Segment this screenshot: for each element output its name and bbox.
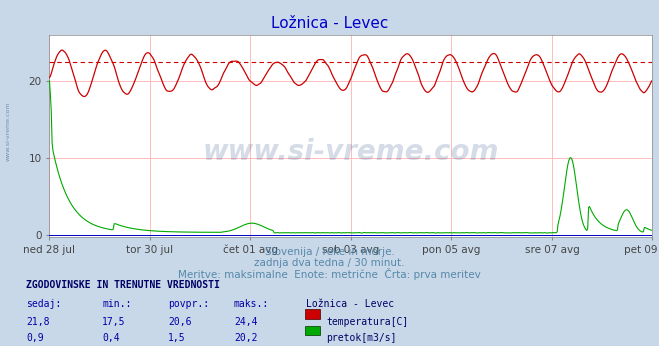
Text: 1,5: 1,5 xyxy=(168,333,186,343)
Text: zadnja dva tedna / 30 minut.: zadnja dva tedna / 30 minut. xyxy=(254,258,405,268)
Text: Ložnica - Levec: Ložnica - Levec xyxy=(306,299,395,309)
Text: www.si-vreme.com: www.si-vreme.com xyxy=(5,102,11,161)
Text: 24,4: 24,4 xyxy=(234,317,258,327)
Text: 20,2: 20,2 xyxy=(234,333,258,343)
Text: 0,9: 0,9 xyxy=(26,333,44,343)
Text: povpr.:: povpr.: xyxy=(168,299,209,309)
Text: ZGODOVINSKE IN TRENUTNE VREDNOSTI: ZGODOVINSKE IN TRENUTNE VREDNOSTI xyxy=(26,280,220,290)
Text: sedaj:: sedaj: xyxy=(26,299,61,309)
Text: min.:: min.: xyxy=(102,299,132,309)
Text: Ložnica - Levec: Ložnica - Levec xyxy=(271,16,388,30)
Text: 21,8: 21,8 xyxy=(26,317,50,327)
Text: 0,4: 0,4 xyxy=(102,333,120,343)
Text: www.si-vreme.com: www.si-vreme.com xyxy=(203,138,499,166)
Text: 20,6: 20,6 xyxy=(168,317,192,327)
Text: Slovenija / reke in morje.: Slovenija / reke in morje. xyxy=(264,247,395,257)
Text: temperatura[C]: temperatura[C] xyxy=(326,317,409,327)
Text: Meritve: maksimalne  Enote: metrične  Črta: prva meritev: Meritve: maksimalne Enote: metrične Črta… xyxy=(178,268,481,280)
Text: maks.:: maks.: xyxy=(234,299,269,309)
Text: pretok[m3/s]: pretok[m3/s] xyxy=(326,333,397,343)
Text: 17,5: 17,5 xyxy=(102,317,126,327)
